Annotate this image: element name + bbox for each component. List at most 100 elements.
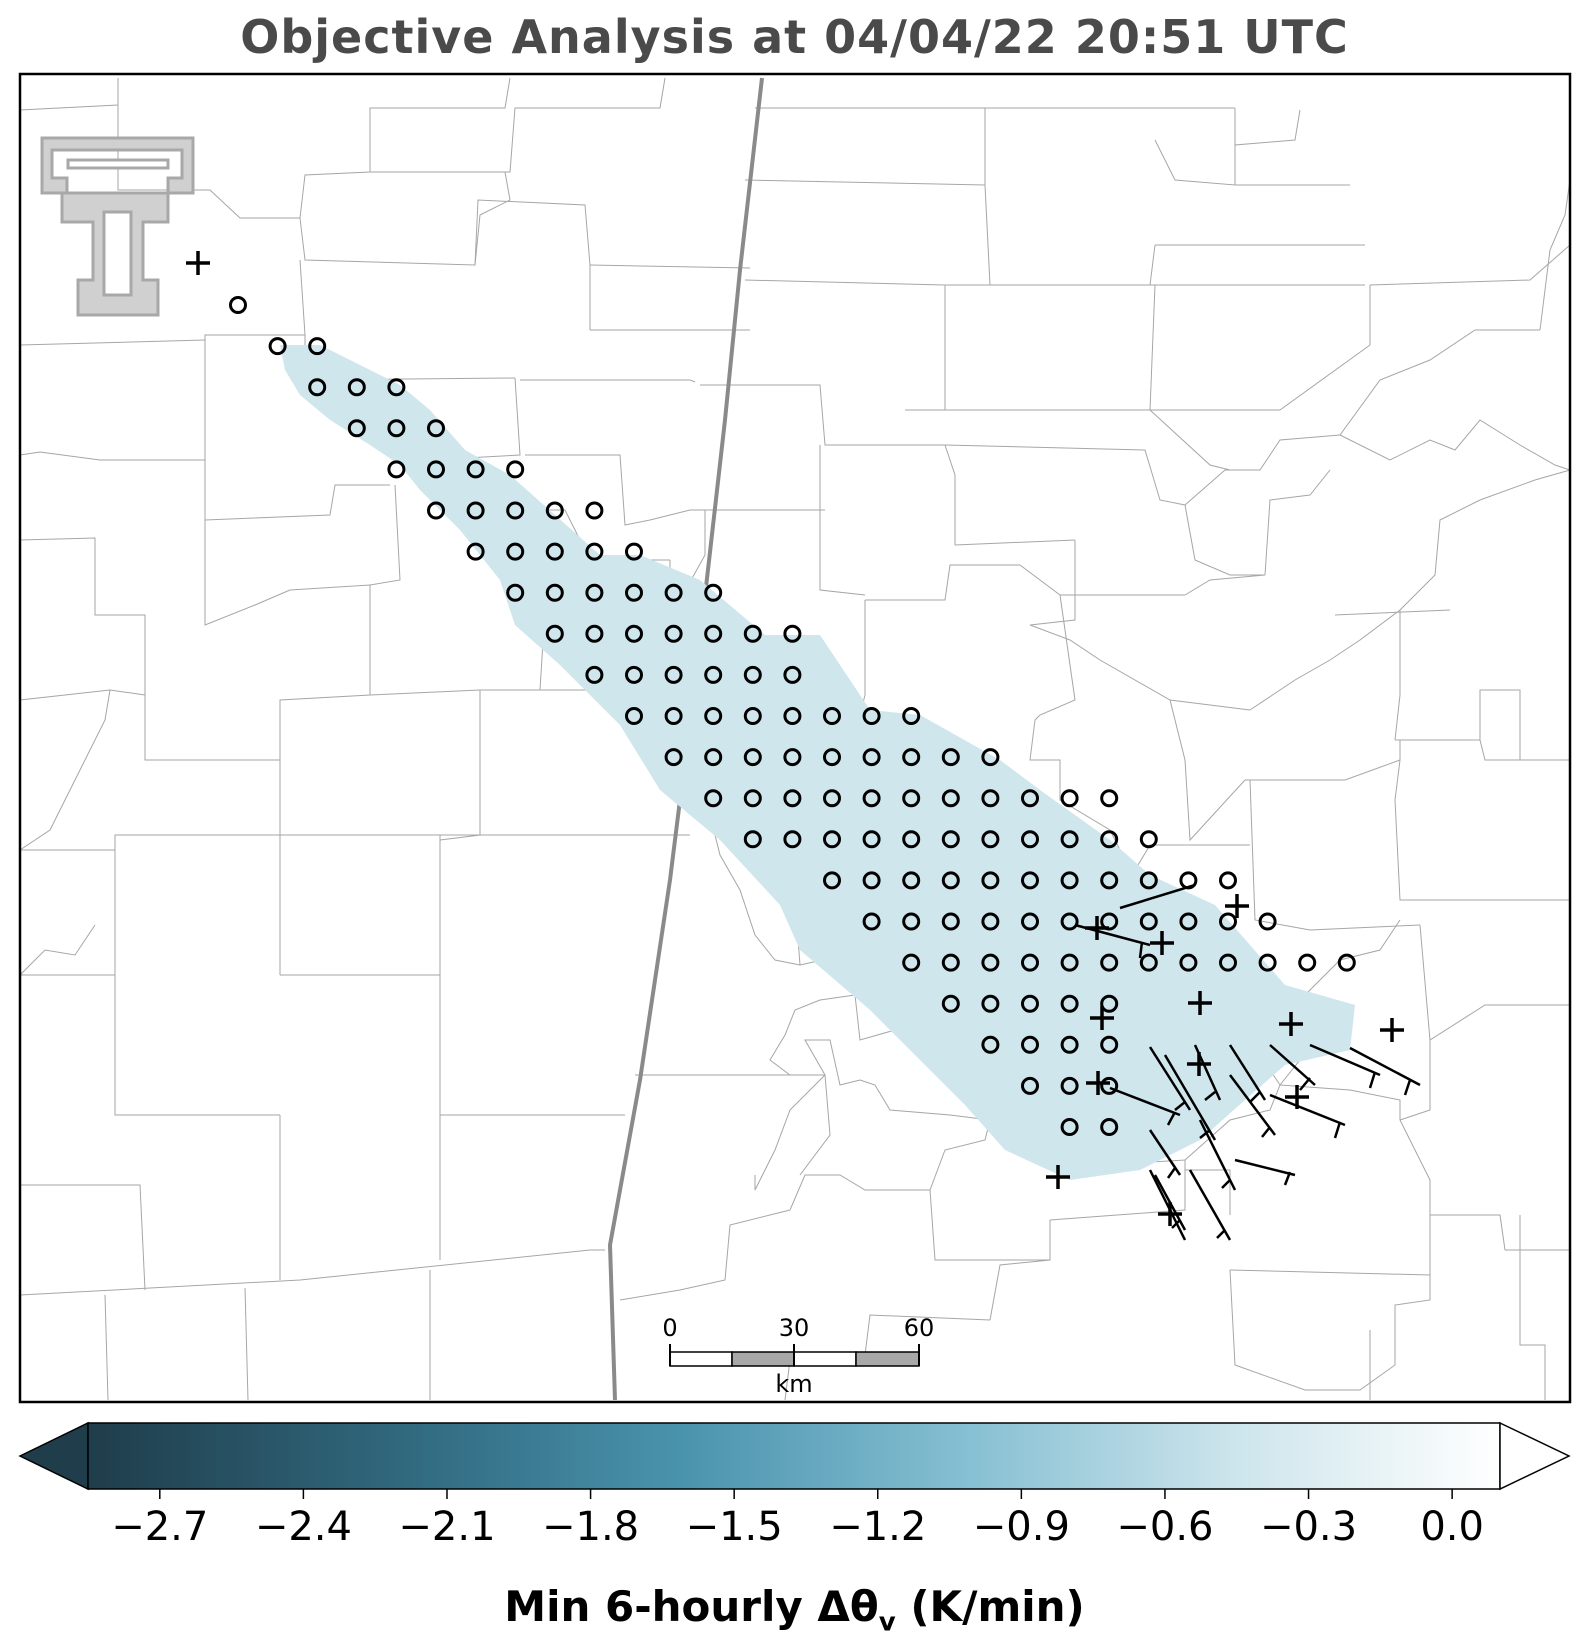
station-circle: [1021, 953, 1039, 972]
colorbar-label-sub: v: [878, 1607, 896, 1638]
station-circle: [1100, 1118, 1119, 1136]
station-circle: [981, 1035, 1000, 1054]
station-circle: [1060, 912, 1079, 931]
map-title: Objective Analysis at 04/04/22 20:51 UTC: [240, 10, 1349, 64]
station-circle: [1060, 871, 1079, 890]
colorbar-extend-low: [18, 1421, 89, 1491]
station-circle: [664, 748, 683, 767]
station-circle: [1139, 871, 1158, 890]
station-circle: [1060, 1035, 1079, 1054]
station-circle: [585, 624, 604, 643]
station-circle: [743, 624, 762, 643]
station-circle: [545, 501, 564, 520]
colorbar-ticks: −2.7 −2.4 −2.1 −1.8 −1.5 −1.2 −0.9 −0.6 −0.3 0.0: [111, 1489, 1484, 1550]
station-circle: [1219, 871, 1237, 890]
station-circle: [585, 665, 604, 684]
station-circle: [1021, 871, 1039, 890]
scale-label-60: 60: [904, 1314, 935, 1342]
station-circle: [1219, 912, 1237, 931]
station-circle: [823, 830, 841, 849]
station-circle: [585, 542, 604, 561]
station-circle: [1060, 953, 1079, 972]
station-circle: [981, 871, 1000, 890]
station-circle: [1179, 912, 1198, 931]
station-circle: [229, 296, 247, 314]
station-circle: [783, 665, 802, 684]
colorbar-tick-label: 0.0: [1420, 1504, 1484, 1550]
station-circle: [941, 748, 960, 767]
station-circle: [823, 707, 841, 725]
station-circle: [941, 953, 960, 972]
station-circle: [704, 748, 723, 767]
station-circle: [1021, 830, 1039, 849]
station-circle: [743, 830, 762, 849]
station-circle: [783, 707, 802, 725]
station-circle: [941, 871, 960, 890]
station-circle: [347, 419, 366, 438]
station-circle: [1100, 789, 1119, 808]
station-circle: [981, 830, 1000, 849]
station-circle: [783, 830, 802, 849]
station-circle: [902, 953, 921, 972]
station-circle: [862, 912, 881, 931]
station-circle: [1100, 1076, 1119, 1095]
colorbar-tick-label: −2.7: [111, 1504, 208, 1550]
station-circle: [1139, 830, 1158, 849]
station-circle: [862, 707, 881, 725]
station-circle: [941, 912, 960, 931]
station-circle: [1021, 1035, 1039, 1054]
station-circle: [506, 542, 525, 561]
plus-markers: [186, 251, 1404, 1226]
station-circle: [1060, 1076, 1079, 1095]
colorbar-tick-label: −0.3: [1260, 1504, 1357, 1550]
colorbar-label: Min 6-hourly Δθv (K/min): [0, 1582, 1589, 1637]
station-circle: [664, 583, 683, 602]
station-circle: [506, 501, 525, 520]
station-circle: [1337, 953, 1356, 972]
station-circle: [902, 748, 921, 767]
station-circle: [823, 871, 841, 890]
station-circle: [427, 419, 445, 438]
station-circle: [1100, 994, 1119, 1013]
station-circle: [506, 460, 525, 479]
station-circle: [1021, 994, 1039, 1013]
station-circle: [743, 748, 762, 767]
map-frame: [18, 72, 1572, 1404]
station-circle: [902, 707, 921, 725]
station-circle: [1298, 953, 1317, 972]
station-circle: [902, 830, 921, 849]
station-circle: [545, 583, 564, 602]
station-circle: [862, 748, 881, 767]
station-markers: [229, 296, 1356, 1136]
station-circle: [1100, 953, 1119, 972]
station-circle: [308, 337, 327, 356]
colorbar-tick-label: −1.2: [829, 1504, 926, 1550]
colorbar-label-main: Min 6-hourly Δθ: [504, 1582, 879, 1631]
station-circle: [823, 748, 841, 767]
colorbar-tick-label: −2.4: [255, 1504, 352, 1550]
station-circle: [1021, 912, 1039, 931]
station-circle: [704, 583, 723, 602]
station-circle: [704, 665, 723, 684]
colorbar-extend-high: [1499, 1421, 1571, 1491]
station-circle: [704, 624, 723, 643]
station-circle: [981, 953, 1000, 972]
station-circle: [545, 624, 564, 643]
station-circle: [466, 460, 485, 479]
scale-label-0: 0: [662, 1314, 677, 1342]
scale-label-30: 30: [779, 1314, 810, 1342]
station-circle: [1219, 953, 1237, 972]
colorbar-tick-label: −2.1: [398, 1504, 495, 1550]
station-circle: [941, 789, 960, 808]
station-circle: [268, 337, 287, 356]
station-circle: [743, 789, 762, 808]
station-circle: [862, 830, 881, 849]
colorbar-tick-label: −1.5: [686, 1504, 783, 1550]
station-circle: [783, 789, 802, 808]
station-circle: [625, 707, 643, 725]
station-circle: [466, 501, 485, 520]
station-circle: [981, 789, 1000, 808]
station-circle: [1021, 789, 1039, 808]
station-circle: [427, 460, 445, 479]
station-circle: [1060, 994, 1079, 1013]
